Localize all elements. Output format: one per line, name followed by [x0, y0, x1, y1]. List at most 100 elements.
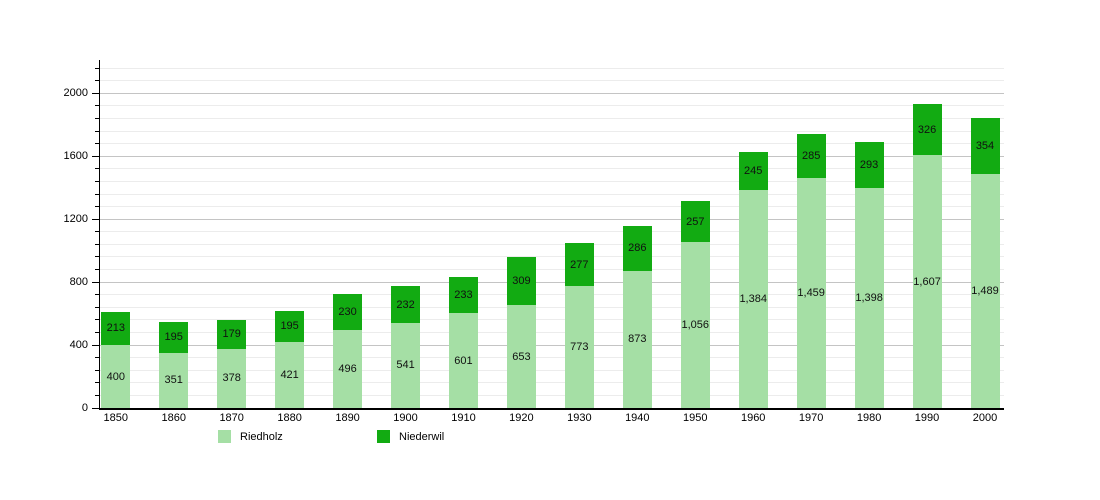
- bar-1990-niederwil: [912, 103, 942, 156]
- bar-1860-niederwil: [159, 322, 189, 353]
- y-axis-label: 1200: [63, 213, 88, 226]
- x-axis-label: 1930: [567, 412, 592, 424]
- x-axis-label: 1880: [277, 412, 302, 424]
- x-axis-label: 1870: [219, 412, 244, 424]
- bar-1870-riedholz: [217, 348, 247, 408]
- bar-value-1930-niederwil: 277: [570, 258, 589, 271]
- bar-value-1960-riedholz: 1,384: [739, 293, 767, 306]
- bar-1930-riedholz: [564, 286, 594, 408]
- x-axis-line: [98, 408, 1004, 410]
- bar-value-1930-riedholz: 773: [570, 341, 589, 354]
- gridline-major: [100, 344, 1004, 346]
- bar-1850-riedholz: [101, 345, 131, 408]
- bar-1920-riedholz: [506, 305, 536, 408]
- gridline-minor: [100, 269, 1004, 271]
- y-minor-tick: [95, 180, 100, 182]
- y-minor-tick: [95, 67, 100, 69]
- bar-1910-niederwil: [448, 276, 478, 314]
- y-minor-tick: [95, 256, 100, 258]
- y-minor-tick: [95, 319, 100, 321]
- bar-value-1890-riedholz: 496: [338, 362, 357, 375]
- gridline-minor: [100, 306, 1004, 308]
- bar-1870-niederwil: [217, 320, 247, 349]
- y-minor-tick: [95, 231, 100, 233]
- bar-value-1950-niederwil: 257: [686, 215, 705, 228]
- bar-1890-niederwil: [333, 293, 363, 330]
- legend-swatch-niederwil: [377, 430, 390, 443]
- gridline-minor: [100, 294, 1004, 296]
- gridline-minor: [100, 394, 1004, 396]
- x-axis-label: 1860: [161, 412, 186, 424]
- gridline-minor: [100, 130, 1004, 132]
- y-minor-tick: [95, 118, 100, 120]
- y-minor-tick: [95, 130, 100, 132]
- bar-value-2000-niederwil: 354: [975, 139, 995, 152]
- bar-1990-riedholz: [912, 155, 942, 408]
- bar-value-1940-riedholz: 873: [628, 333, 647, 346]
- legend-item-niederwil: Niederwil: [377, 430, 444, 443]
- bar-1940-riedholz: [622, 270, 652, 408]
- y-minor-tick: [95, 306, 100, 308]
- gridline-minor: [100, 168, 1004, 170]
- bar-1900-niederwil: [391, 286, 421, 323]
- x-axis-label: 1900: [393, 412, 418, 424]
- x-axis-label: 1960: [740, 412, 766, 424]
- bar-value-1990-niederwil: 326: [917, 123, 937, 136]
- y-minor-tick: [95, 168, 100, 170]
- bar-value-1980-riedholz: 1,398: [855, 292, 883, 305]
- bar-1910-riedholz: [448, 313, 478, 408]
- gridline-minor: [100, 319, 1004, 321]
- bar-value-1970-niederwil: 285: [801, 150, 821, 163]
- y-axis-label: 1600: [63, 150, 88, 163]
- bar-2000-riedholz: [970, 173, 1000, 408]
- bar-1940-niederwil: [622, 225, 652, 271]
- bar-value-1940-niederwil: 286: [628, 242, 647, 255]
- y-axis-label: 400: [69, 339, 88, 352]
- y-minor-tick: [95, 206, 100, 208]
- gridline-minor: [100, 80, 1004, 82]
- y-major-tick: [92, 407, 100, 409]
- y-axis-label: 800: [69, 276, 88, 289]
- y-axis-label: 2000: [63, 87, 88, 100]
- y-minor-tick: [95, 294, 100, 296]
- bar-value-1970-riedholz: 1,459: [797, 287, 825, 300]
- y-minor-tick: [95, 269, 100, 271]
- x-axis-label: 1980: [856, 412, 882, 424]
- y-minor-tick: [95, 143, 100, 145]
- gridline-minor: [100, 143, 1004, 145]
- gridline-major: [100, 281, 1004, 283]
- bar-1930-niederwil: [564, 242, 594, 287]
- bar-value-1960-niederwil: 245: [744, 165, 763, 178]
- x-axis-label: 1910: [451, 412, 476, 424]
- bar-value-1920-riedholz: 653: [512, 350, 531, 363]
- y-major-tick: [92, 281, 100, 283]
- y-minor-tick: [95, 357, 100, 359]
- gridline-minor: [100, 193, 1004, 195]
- bar-value-2000-riedholz: 1,489: [971, 284, 999, 297]
- bar-value-1900-riedholz: 541: [396, 359, 415, 372]
- bar-value-1870-riedholz: 378: [222, 372, 241, 385]
- gridline-minor: [100, 331, 1004, 333]
- x-axis-label: 1950: [683, 412, 708, 424]
- bar-1960-riedholz: [738, 190, 768, 408]
- bar-value-1980-niederwil: 293: [859, 159, 879, 172]
- bar-value-1860-riedholz: 351: [164, 374, 183, 387]
- legend-label-niederwil: Niederwil: [399, 430, 445, 443]
- bar-1900-riedholz: [391, 322, 421, 408]
- bar-value-1880-niederwil: 195: [280, 320, 299, 333]
- x-axis-label: 1970: [798, 412, 824, 424]
- x-axis-label: 1850: [103, 412, 129, 424]
- gridline-minor: [100, 382, 1004, 384]
- y-minor-tick: [95, 193, 100, 195]
- y-major-tick: [92, 92, 100, 94]
- gridline-minor: [100, 357, 1004, 359]
- bar-1880-riedholz: [275, 341, 305, 408]
- bar-value-1850-niederwil: 213: [106, 322, 125, 335]
- y-minor-tick: [95, 243, 100, 245]
- y-minor-tick: [95, 382, 100, 384]
- legend-item-riedholz: Riedholz: [218, 430, 283, 443]
- y-minor-tick: [95, 105, 100, 107]
- bar-value-1890-niederwil: 230: [338, 305, 357, 318]
- bar-value-1910-riedholz: 601: [454, 354, 473, 367]
